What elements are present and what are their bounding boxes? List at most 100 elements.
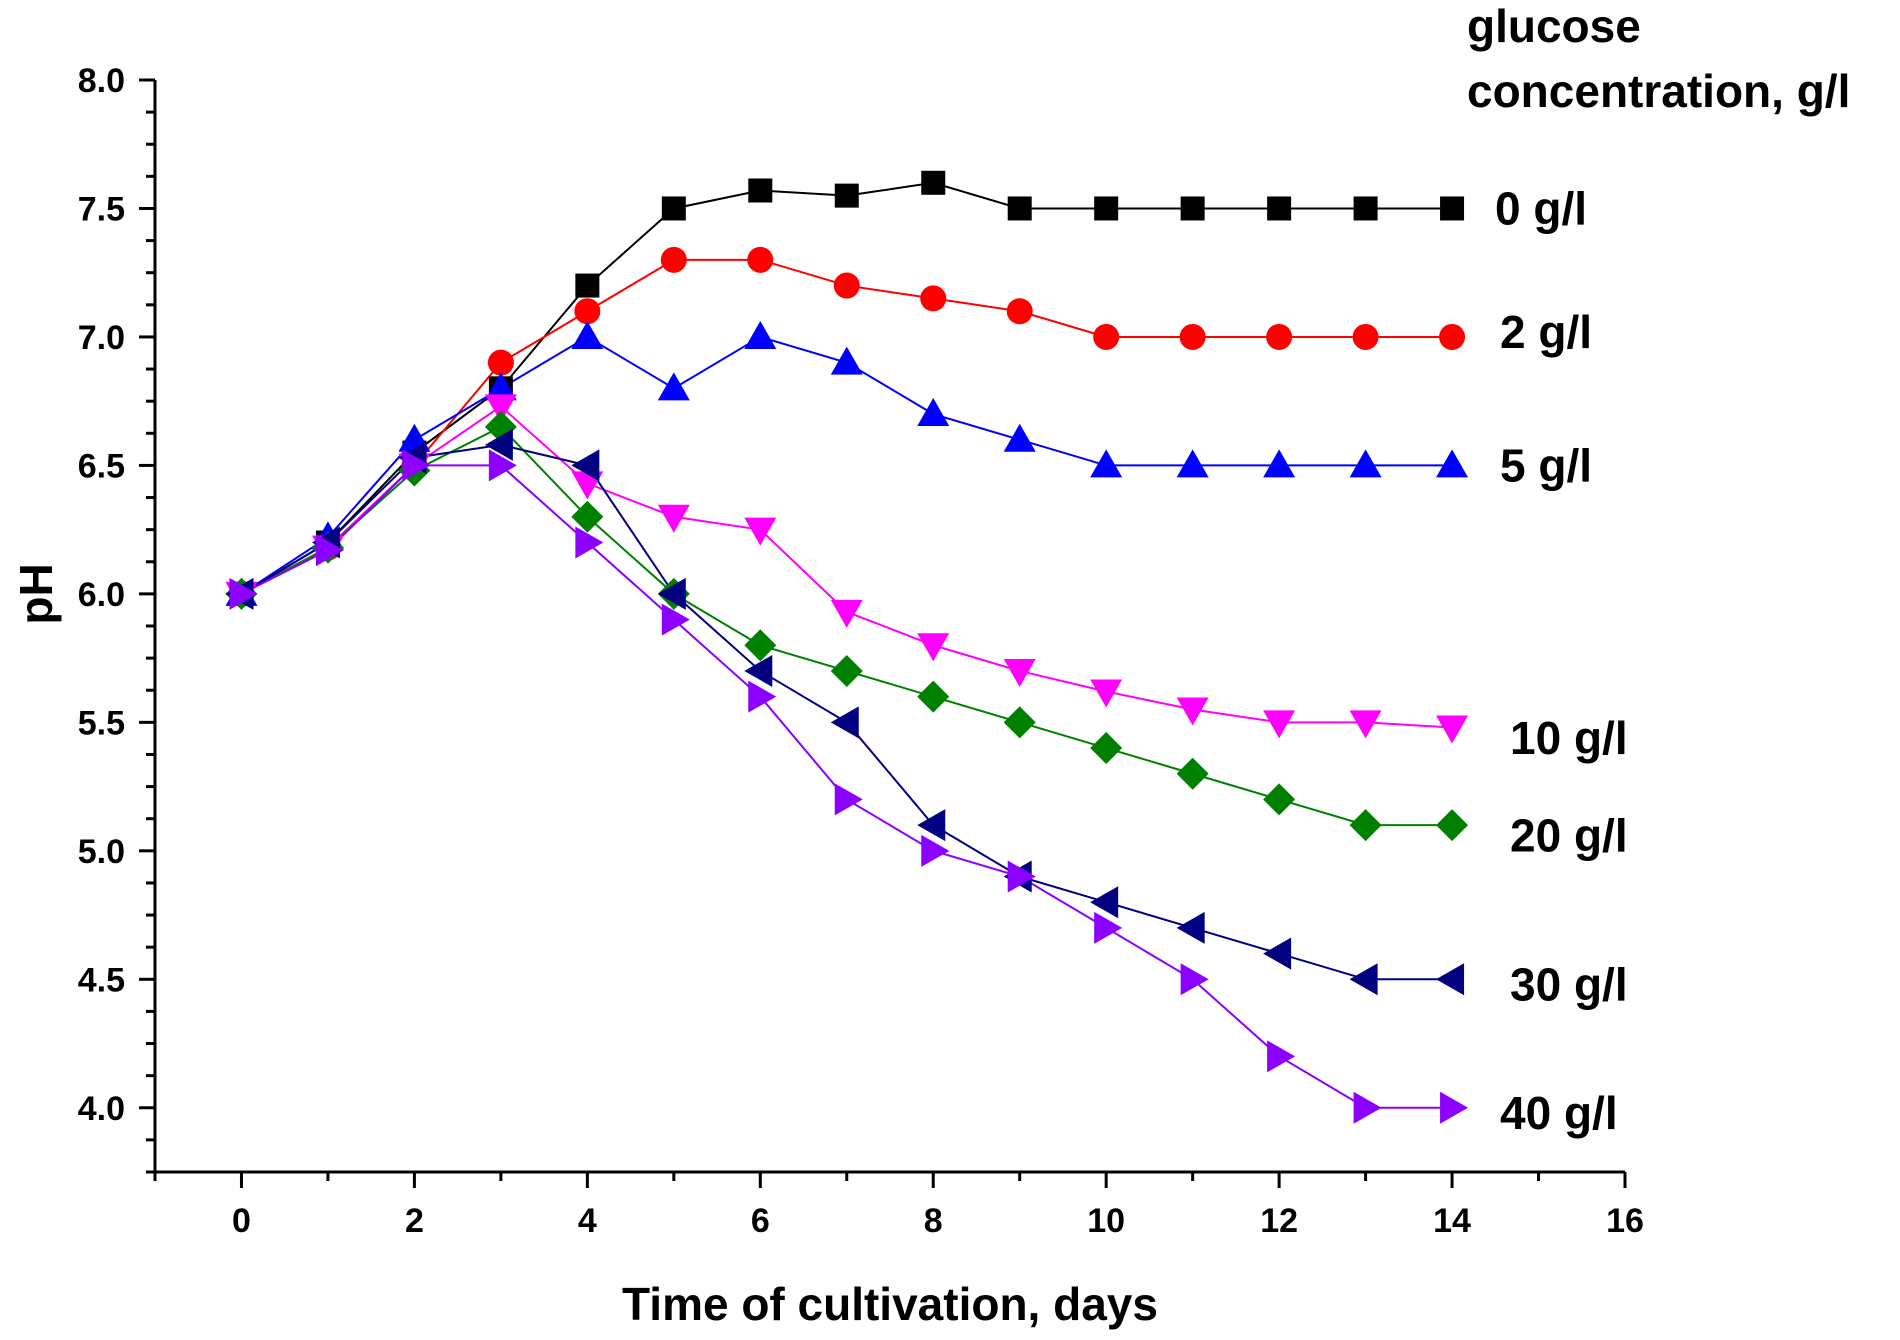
data-point-10-g-l bbox=[1436, 715, 1469, 744]
data-point-5-g-l bbox=[1436, 449, 1469, 478]
series-label-20-g-l: 20 g/l bbox=[1510, 809, 1628, 861]
data-point-30-g-l bbox=[571, 449, 600, 482]
data-point-5-g-l bbox=[484, 372, 517, 401]
data-point-2-g-l bbox=[1179, 323, 1206, 350]
x-tick-label: 16 bbox=[1606, 1202, 1644, 1240]
series-label-0-g-l: 0 g/l bbox=[1495, 182, 1587, 234]
data-point-30-g-l bbox=[484, 428, 513, 461]
data-point-10-g-l bbox=[1263, 710, 1296, 739]
data-point-20-g-l bbox=[1176, 757, 1209, 790]
data-point-5-g-l bbox=[1176, 449, 1209, 478]
x-tick-label: 2 bbox=[405, 1202, 424, 1240]
data-point-40-g-l bbox=[488, 449, 517, 482]
series-label-2-g-l: 2 g/l bbox=[1500, 306, 1592, 358]
data-point-30-g-l bbox=[1090, 886, 1119, 919]
y-tick-label: 6.5 bbox=[78, 447, 125, 485]
x-tick-label: 6 bbox=[751, 1202, 770, 1240]
data-point-40-g-l bbox=[1180, 963, 1209, 996]
x-tick-label: 0 bbox=[232, 1202, 251, 1240]
axes bbox=[153, 80, 1625, 1174]
data-point-2-g-l bbox=[1093, 323, 1120, 350]
y-ticks: 4.0 4.5 5.0 5.5 6.0 6.5 7.0 7.5 8.0 bbox=[78, 62, 155, 1174]
data-point-40-g-l bbox=[921, 834, 950, 867]
y-tick-label: 5.0 bbox=[78, 833, 125, 871]
data-point-30-g-l bbox=[1176, 911, 1205, 944]
data-point-20-g-l bbox=[917, 680, 950, 713]
data-point-20-g-l bbox=[1090, 732, 1123, 765]
data-point-5-g-l bbox=[1003, 423, 1036, 452]
data-point-0-g-l bbox=[1180, 196, 1205, 221]
series-markers bbox=[225, 170, 1469, 1124]
data-point-5-g-l bbox=[744, 320, 777, 349]
data-point-30-g-l bbox=[830, 706, 859, 739]
y-tick-label: 8.0 bbox=[78, 62, 125, 100]
data-point-30-g-l bbox=[1349, 963, 1378, 996]
data-point-2-g-l bbox=[1352, 323, 1379, 350]
data-point-5-g-l bbox=[571, 320, 604, 349]
series-line-0-g-l bbox=[240, 181, 1453, 595]
y-tick-label: 4.0 bbox=[78, 1090, 125, 1128]
data-point-30-g-l bbox=[744, 654, 773, 687]
series-labels: 0 g/l 2 g/l 5 g/l 10 g/l 20 g/l 30 g/l 40 g/l bbox=[1495, 182, 1628, 1138]
data-point-2-g-l bbox=[660, 246, 687, 273]
series-label-40-g-l: 40 g/l bbox=[1500, 1087, 1618, 1139]
y-tick-label: 5.5 bbox=[78, 704, 125, 742]
data-point-10-g-l bbox=[917, 633, 950, 662]
data-point-40-g-l bbox=[748, 680, 777, 713]
data-point-30-g-l bbox=[917, 809, 946, 842]
data-point-30-g-l bbox=[1263, 937, 1292, 970]
data-point-10-g-l bbox=[1090, 679, 1123, 708]
data-point-0-g-l bbox=[1267, 196, 1292, 221]
data-point-40-g-l bbox=[1440, 1091, 1469, 1124]
data-point-10-g-l bbox=[657, 504, 690, 533]
data-point-2-g-l bbox=[1006, 298, 1033, 325]
x-axis-title: Time of cultivation, days bbox=[622, 1278, 1158, 1330]
data-point-5-g-l bbox=[1263, 449, 1296, 478]
legend-title-line-2: concentration, g/l bbox=[1467, 65, 1850, 117]
y-tick-label: 4.5 bbox=[78, 961, 125, 999]
data-point-10-g-l bbox=[744, 517, 777, 546]
data-point-20-g-l bbox=[744, 629, 777, 662]
y-tick-label: 7.0 bbox=[78, 319, 125, 357]
x-tick-label: 12 bbox=[1260, 1202, 1298, 1240]
data-point-5-g-l bbox=[917, 398, 950, 427]
x-tick-label: 8 bbox=[924, 1202, 943, 1240]
series-label-10-g-l: 10 g/l bbox=[1510, 712, 1628, 764]
data-point-10-g-l bbox=[484, 394, 517, 423]
y-tick-label: 6.0 bbox=[78, 576, 125, 614]
series-label-30-g-l: 30 g/l bbox=[1510, 958, 1628, 1010]
data-point-20-g-l bbox=[1349, 809, 1382, 842]
data-point-0-g-l bbox=[661, 196, 686, 221]
x-tick-label: 10 bbox=[1087, 1202, 1125, 1240]
data-point-40-g-l bbox=[834, 783, 863, 816]
data-point-2-g-l bbox=[747, 246, 774, 273]
data-point-40-g-l bbox=[1007, 860, 1036, 893]
data-point-10-g-l bbox=[1349, 710, 1382, 739]
data-point-0-g-l bbox=[1007, 196, 1032, 221]
data-point-2-g-l bbox=[833, 272, 860, 299]
data-point-0-g-l bbox=[1440, 196, 1465, 221]
x-tick-label: 14 bbox=[1433, 1202, 1471, 1240]
data-point-40-g-l bbox=[1094, 911, 1123, 944]
data-point-2-g-l bbox=[574, 298, 601, 325]
data-point-0-g-l bbox=[575, 273, 600, 298]
data-point-40-g-l bbox=[1267, 1040, 1296, 1073]
data-point-2-g-l bbox=[487, 349, 514, 376]
data-point-40-g-l bbox=[575, 526, 604, 559]
y-tick-label: 7.5 bbox=[78, 190, 125, 228]
data-point-40-g-l bbox=[402, 449, 431, 482]
series-label-5-g-l: 5 g/l bbox=[1500, 439, 1592, 491]
series-line-40-g-l bbox=[241, 464, 1453, 1109]
data-point-5-g-l bbox=[1349, 449, 1382, 478]
data-point-2-g-l bbox=[1439, 323, 1466, 350]
data-point-5-g-l bbox=[657, 372, 690, 401]
y-axis-title: pH bbox=[10, 563, 62, 624]
data-point-40-g-l bbox=[661, 603, 690, 636]
data-point-0-g-l bbox=[1094, 196, 1119, 221]
data-point-30-g-l bbox=[657, 577, 686, 610]
x-tick-label: 4 bbox=[578, 1202, 597, 1240]
data-point-40-g-l bbox=[1353, 1091, 1382, 1124]
data-point-10-g-l bbox=[830, 599, 863, 628]
data-point-0-g-l bbox=[748, 178, 773, 203]
